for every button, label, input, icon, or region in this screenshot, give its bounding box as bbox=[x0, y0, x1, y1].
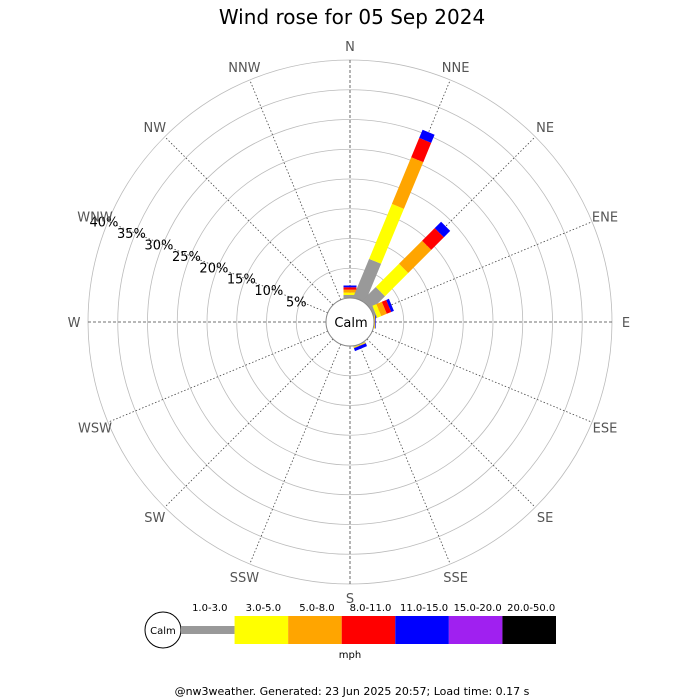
direction-label-nne: NNE bbox=[442, 61, 470, 76]
direction-label-se: SE bbox=[537, 511, 553, 526]
bar-e-5.0-8.0 bbox=[374, 315, 376, 329]
legend-label-20.0-50.0: 20.0-50.0 bbox=[507, 603, 555, 614]
spoke-ene bbox=[372, 221, 593, 314]
legend-swatch-15.0-20.0 bbox=[448, 616, 503, 644]
legend-label-3.0-5.0: 3.0-5.0 bbox=[246, 603, 281, 614]
spoke-sw bbox=[164, 338, 334, 508]
speed-legend: Calm 1.0-3.0 3.0-5.0 5.0-8.0 8.0-11.0 11.0-1… bbox=[144, 603, 556, 661]
direction-label-ese: ESE bbox=[593, 422, 618, 437]
spoke-nw bbox=[164, 136, 334, 306]
legend-calm-label: Calm bbox=[150, 626, 176, 637]
legend-swatch-1.0-3.0 bbox=[181, 626, 235, 634]
legend-swatch-8.0-11.0 bbox=[341, 616, 396, 644]
calm-label: Calm bbox=[334, 316, 367, 331]
direction-label-wnw: WNW bbox=[77, 210, 113, 225]
bar-ne-11.0-15.0 bbox=[434, 221, 451, 238]
radial-tick-label-20: 20% bbox=[199, 261, 228, 276]
bar-ene-8.0-11.0 bbox=[381, 300, 392, 314]
spoke-sse bbox=[358, 344, 451, 565]
direction-label-sse: SSE bbox=[443, 571, 468, 586]
radial-tick-label-40: 40% bbox=[89, 216, 118, 231]
ring-10 bbox=[266, 238, 434, 406]
legend-swatch-20.0-50.0 bbox=[502, 616, 556, 644]
spoke-se bbox=[366, 338, 536, 508]
direction-labels: N NNE NE ENE E ESE SE SSE S SSW SW WSW W WNW NW NNW bbox=[68, 40, 631, 607]
bar-ne-1.0-3.0 bbox=[362, 287, 385, 310]
legend-unit: mph bbox=[339, 650, 361, 661]
bar-sse-5.0-8.0 bbox=[353, 342, 366, 349]
bar-ne-3.0-5.0 bbox=[375, 263, 409, 297]
legend-label-15.0-20.0: 15.0-20.0 bbox=[454, 603, 502, 614]
bar-sse-3.0-5.0 bbox=[353, 342, 366, 348]
radial-tick-label-30: 30% bbox=[144, 239, 173, 254]
direction-label-n: N bbox=[345, 40, 355, 55]
legend-label-8.0-11.0: 8.0-11.0 bbox=[350, 603, 392, 614]
bar-sse-11.0-15.0 bbox=[353, 343, 367, 352]
chart-title: Wind rose for 05 Sep 2024 bbox=[219, 5, 485, 29]
spoke-nnw bbox=[249, 79, 342, 300]
legend-swatch-11.0-15.0 bbox=[395, 616, 449, 644]
bar-nne-3.0-5.0 bbox=[369, 203, 404, 264]
ring-25 bbox=[176, 148, 524, 496]
radial-tick-label-15: 15% bbox=[227, 273, 256, 288]
direction-label-wsw: WSW bbox=[78, 422, 112, 437]
bar-ene-3.0-5.0 bbox=[372, 304, 382, 318]
bar-ne-8.0-11.0 bbox=[422, 228, 444, 250]
direction-label-w: W bbox=[68, 316, 81, 331]
spoke-wnw bbox=[107, 221, 328, 314]
legend-label-5.0-8.0: 5.0-8.0 bbox=[299, 603, 334, 614]
direction-label-sw: SW bbox=[144, 511, 165, 526]
bar-n-8.0-11.0 bbox=[343, 287, 357, 290]
ring-15 bbox=[236, 208, 464, 436]
bar-ne-5.0-8.0 bbox=[399, 240, 432, 273]
bar-nne-8.0-11.0 bbox=[411, 137, 432, 163]
radial-tick-label-35: 35% bbox=[117, 227, 146, 242]
radial-tick-label-5: 5% bbox=[286, 295, 307, 310]
legend-label-11.0-15.0: 11.0-15.0 bbox=[400, 603, 448, 614]
direction-label-e: E bbox=[622, 316, 630, 331]
bar-nne-5.0-8.0 bbox=[391, 157, 424, 209]
radial-tick-label-10: 10% bbox=[254, 284, 283, 299]
bar-ene-11.0-15.0 bbox=[386, 298, 394, 312]
direction-label-nw: NW bbox=[144, 121, 167, 136]
legend-swatch-5.0-8.0 bbox=[288, 616, 342, 644]
bar-n-11.0-15.0 bbox=[343, 285, 357, 288]
ring-5 bbox=[295, 267, 405, 377]
calm-circle bbox=[325, 297, 375, 347]
bar-nne-1.0-3.0 bbox=[353, 258, 382, 303]
ring-30 bbox=[147, 119, 553, 525]
direction-label-s: S bbox=[346, 592, 354, 607]
ring-20 bbox=[206, 178, 494, 466]
direction-label-ssw: SSW bbox=[230, 571, 260, 586]
bar-ene-5.0-8.0 bbox=[376, 301, 387, 317]
spoke-ssw bbox=[249, 344, 342, 565]
direction-label-nnw: NNW bbox=[228, 61, 260, 76]
direction-label-ne: NE bbox=[536, 121, 554, 136]
ring-35 bbox=[117, 89, 583, 555]
legend-label-1.0-3.0: 1.0-3.0 bbox=[192, 603, 227, 614]
bar-n-3.0-5.0 bbox=[343, 292, 357, 295]
bar-n-5.0-8.0 bbox=[343, 289, 357, 293]
bar-e-11.0-15.0 bbox=[375, 315, 376, 329]
footer-text: @nw3weather. Generated: 23 Jun 2025 20:5… bbox=[175, 685, 530, 698]
wind-bars bbox=[343, 129, 451, 352]
spoke-ese bbox=[372, 330, 593, 423]
direction-label-ene: ENE bbox=[592, 210, 618, 225]
legend-swatch-3.0-5.0 bbox=[234, 616, 289, 644]
bar-nne-11.0-15.0 bbox=[419, 129, 435, 143]
radial-tick-labels: 5%10%15%20%25%30%35%40% bbox=[89, 216, 306, 311]
spoke-wsw bbox=[107, 330, 328, 423]
radial-tick-label-25: 25% bbox=[172, 250, 201, 265]
